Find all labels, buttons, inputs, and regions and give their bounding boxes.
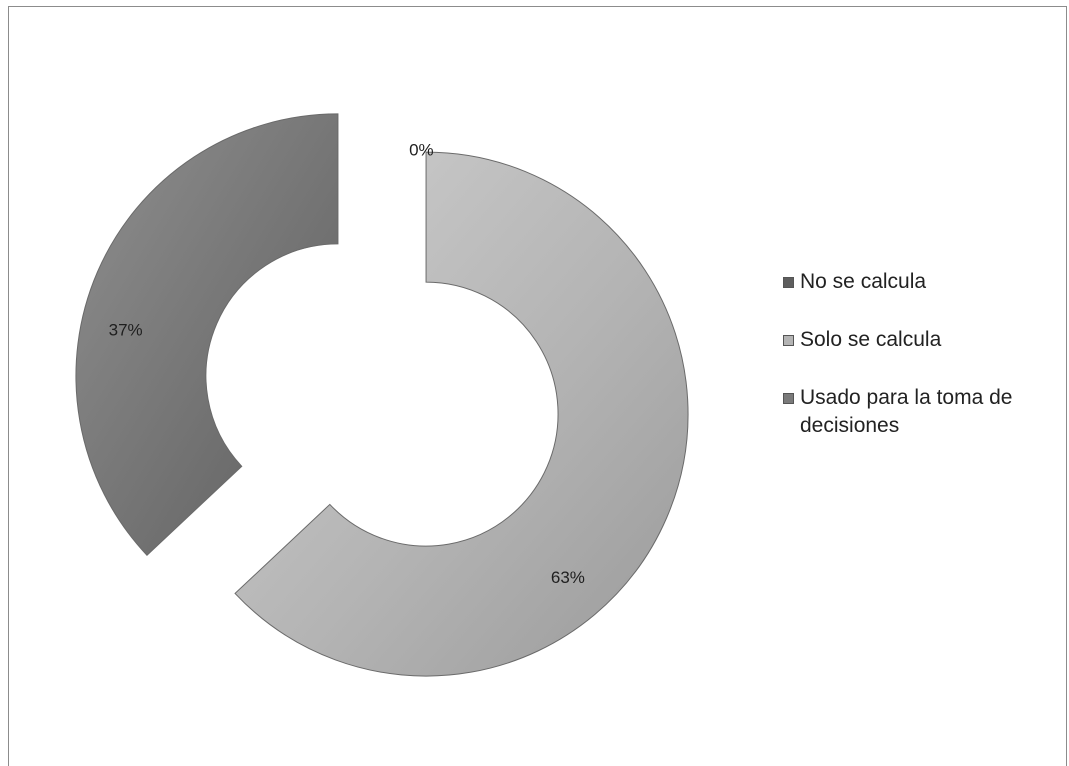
- data-label-solo-se-calcula: 63%: [551, 568, 585, 587]
- legend-swatch-usado-para-la-toma-de-decisiones: [783, 393, 794, 404]
- legend-item-solo-se-calcula: Solo se calcula: [783, 326, 1063, 354]
- legend: No se calcula Solo se calcula Usado para…: [783, 268, 1063, 470]
- data-label-usado-para-la-toma-de-decisiones: 37%: [109, 321, 143, 340]
- legend-item-usado-para-la-toma-de-decisiones: Usado para la toma de decisiones: [783, 384, 1063, 440]
- legend-label: No se calcula: [800, 268, 1063, 296]
- legend-label: Solo se calcula: [800, 326, 1063, 354]
- legend-label: Usado para la toma de decisiones: [800, 384, 1063, 440]
- data-label-no-se-calcula: 0%: [409, 141, 434, 160]
- legend-swatch-solo-se-calcula: [783, 335, 794, 346]
- legend-swatch-no-se-calcula: [783, 277, 794, 288]
- legend-item-no-se-calcula: No se calcula: [783, 268, 1063, 296]
- donut-slices: [76, 114, 688, 676]
